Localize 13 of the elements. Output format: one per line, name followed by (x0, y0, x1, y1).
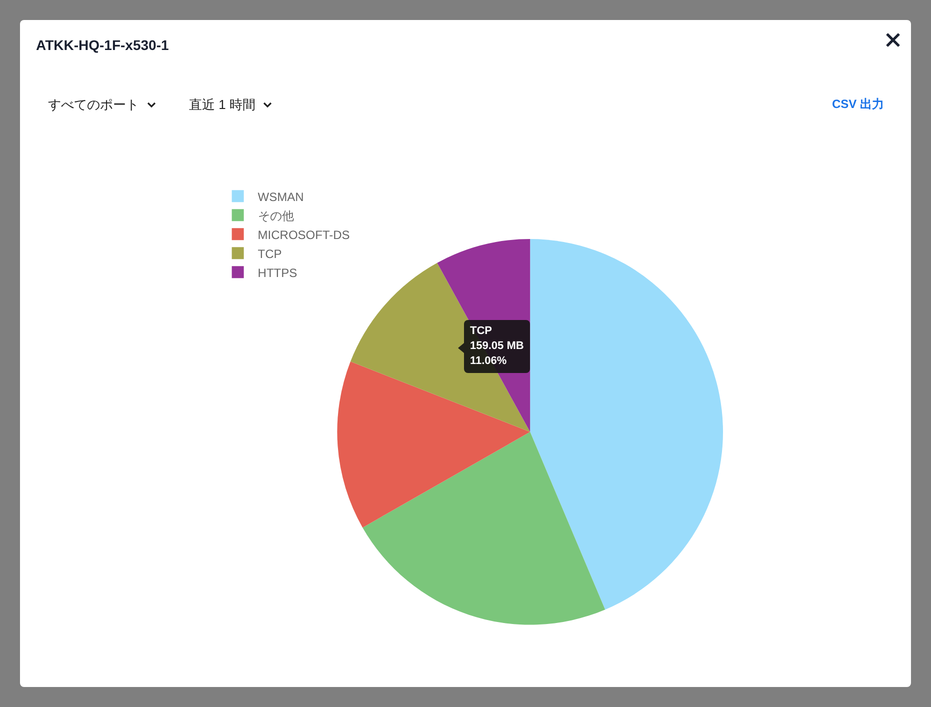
text: TCP 159.05 MB 11.06% (464, 320, 530, 373)
text: CSV 出力 (832, 96, 884, 113)
text: ATKK-HQ-1F-x530-1 (36, 37, 169, 53)
legend-label: その他 (258, 208, 294, 223)
pie-slice (362, 432, 606, 625)
pie-slice (350, 262, 530, 432)
legend-label: WSMAN (258, 190, 304, 204)
text: すべてのポート (48, 96, 139, 114)
pie-slice (530, 238, 723, 610)
text: 直近 1 時間 (189, 96, 256, 114)
legend-label: TCP (258, 246, 282, 261)
legend-label: HTTPS (258, 266, 298, 280)
legend-label: MICROSOFT-DS (258, 228, 350, 242)
